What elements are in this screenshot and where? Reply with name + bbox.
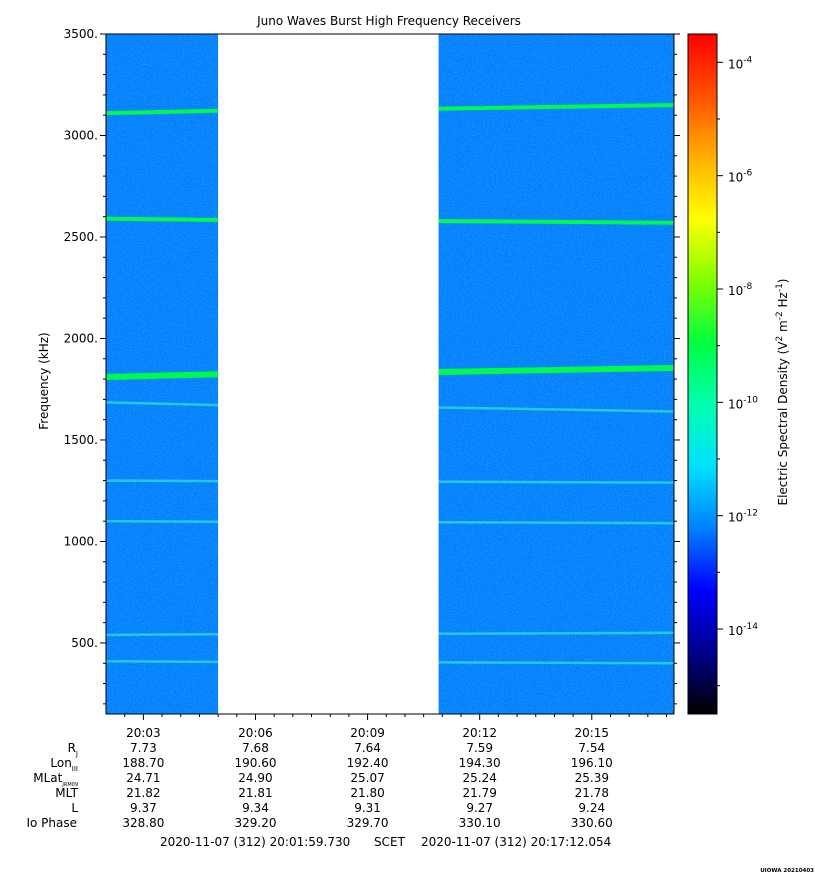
colorbar-label-exp1: 2 bbox=[775, 336, 785, 342]
chart-title: Juno Waves Burst High Frequency Receiver… bbox=[256, 14, 521, 28]
ephemeris-value: 7.68 bbox=[242, 741, 269, 755]
ephemeris-value: 188.70 bbox=[122, 756, 164, 770]
spectral-line bbox=[105, 632, 219, 637]
spectral-line bbox=[438, 406, 675, 413]
ephemeris-value: 21.81 bbox=[238, 786, 272, 800]
ephemeris-table: RJ 7.73 7.68 7.64 7.59 7.54 LonIII 188.70 190.60… bbox=[26, 741, 612, 830]
ephemeris-row: RJ 7.73 7.68 7.64 7.59 7.54 bbox=[68, 741, 606, 758]
colorbar-label: Electric Spectral Density (V2 m-2 Hz-1) bbox=[775, 278, 790, 505]
spectral-line bbox=[438, 521, 675, 525]
ephemeris-row: Io Phase 328.80 329.20 329.70 330.10 330.60 bbox=[26, 816, 612, 830]
ephemeris-value: 328.80 bbox=[122, 816, 164, 830]
spectral-line bbox=[105, 371, 219, 381]
ephemeris-row: MLatJRM09 24.71 24.90 25.07 25.24 25.39 bbox=[33, 771, 609, 788]
ephemeris-row-label: RJ bbox=[68, 741, 78, 758]
ephemeris-row: L 9.37 9.34 9.31 9.27 9.24 bbox=[71, 801, 605, 815]
ephemeris-value: 24.71 bbox=[126, 771, 160, 785]
data-block-right bbox=[438, 34, 675, 714]
colorbar-label-exp2: -2 bbox=[775, 311, 785, 320]
x-tick-label: 20:15 bbox=[574, 726, 609, 740]
time-range-end: 2020-11-07 (312) 20:17:12.054 bbox=[421, 835, 611, 849]
spectral-line bbox=[105, 479, 219, 483]
data-block-left bbox=[105, 34, 219, 714]
ephemeris-value: 9.34 bbox=[242, 801, 269, 815]
ephemeris-row-label: MLatJRM09 bbox=[33, 771, 78, 788]
ephemeris-value: 25.24 bbox=[463, 771, 497, 785]
ephemeris-value: 190.60 bbox=[234, 756, 276, 770]
ephemeris-value: 9.37 bbox=[130, 801, 157, 815]
ephemeris-row: MLT 21.82 21.81 21.80 21.79 21.78 bbox=[55, 786, 609, 800]
x-tick-label: 20:03 bbox=[126, 726, 161, 740]
spectral-line bbox=[438, 364, 675, 376]
colorbar-label-mid2: Hz bbox=[776, 292, 790, 311]
colorbar-label-exp3: -1 bbox=[775, 283, 785, 292]
plot-axes: 500. 1000. 1500. 2000. 2500. 3000. 3500. 20:03 2… bbox=[64, 27, 680, 740]
spectral-line bbox=[438, 661, 675, 665]
y-tick-label: 500. bbox=[71, 636, 98, 650]
ephemeris-value: 7.73 bbox=[130, 741, 157, 755]
ephemeris-row-label: L bbox=[71, 801, 78, 815]
y-tick-label: 1000. bbox=[64, 534, 98, 548]
colorbar: 10-4 10-6 10-8 10-10 10-12 10-14 bbox=[687, 33, 758, 715]
ephemeris-value: 9.31 bbox=[354, 801, 381, 815]
y-tick-label: 1500. bbox=[64, 433, 98, 447]
colorbar-tick-label: 10-14 bbox=[728, 622, 758, 638]
ephemeris-row-label: Io Phase bbox=[26, 816, 77, 830]
ephemeris-value: 9.24 bbox=[578, 801, 605, 815]
ephemeris-value: 25.39 bbox=[575, 771, 609, 785]
spectral-line bbox=[105, 401, 219, 407]
ephemeris-value: 194.30 bbox=[459, 756, 501, 770]
footer-tag: UIOWA 20210403 bbox=[760, 868, 814, 874]
ephemeris-value: 9.27 bbox=[466, 801, 493, 815]
colorbar-tick-label: 10-6 bbox=[728, 169, 753, 185]
time-range-label: SCET bbox=[374, 835, 406, 849]
ephemeris-row: LonIII 188.70 190.60 192.40 194.30 196.10 bbox=[50, 756, 612, 773]
colorbar-label-base: Electric Spectral Density (V bbox=[776, 341, 790, 506]
ephemeris-value: 21.80 bbox=[350, 786, 384, 800]
colorbar-label-mid: m bbox=[776, 320, 790, 336]
colorbar-label-end: ) bbox=[776, 278, 790, 283]
ephemeris-value: 21.82 bbox=[126, 786, 160, 800]
ephemeris-value: 7.64 bbox=[354, 741, 381, 755]
x-tick-label: 20:12 bbox=[462, 726, 497, 740]
colorbar-gradient bbox=[687, 33, 718, 715]
spectral-line bbox=[438, 218, 675, 225]
spectral-line bbox=[438, 103, 675, 111]
ephemeris-value: 330.10 bbox=[459, 816, 501, 830]
colorbar-tick-label: 10-4 bbox=[728, 55, 753, 71]
ephemeris-value: 329.70 bbox=[347, 816, 389, 830]
y-tick-label: 3000. bbox=[64, 128, 98, 142]
y-axis-label: Frequency (kHz) bbox=[37, 332, 51, 429]
ephemeris-value: 21.78 bbox=[575, 786, 609, 800]
y-tick-label: 2000. bbox=[64, 331, 98, 345]
spectral-line bbox=[105, 108, 219, 116]
ephemeris-value: 7.54 bbox=[578, 741, 605, 755]
ephemeris-value: 24.90 bbox=[238, 771, 272, 785]
colorbar-tick-label: 10-10 bbox=[728, 395, 758, 411]
spectrogram-plot bbox=[105, 34, 675, 714]
colorbar-tick-label: 10-12 bbox=[728, 509, 758, 525]
spectral-line bbox=[438, 631, 675, 635]
ephemeris-value: 329.20 bbox=[234, 816, 276, 830]
x-tick-label: 20:06 bbox=[238, 726, 273, 740]
ephemeris-value: 196.10 bbox=[571, 756, 613, 770]
y-tick-label: 2500. bbox=[64, 230, 98, 244]
ephemeris-row-label: MLT bbox=[55, 786, 78, 800]
spectral-line bbox=[438, 480, 675, 484]
ephemeris-value: 21.79 bbox=[463, 786, 497, 800]
spectral-line bbox=[105, 519, 219, 524]
colorbar-tick-label: 10-8 bbox=[728, 282, 753, 298]
x-tick-label: 20:09 bbox=[350, 726, 385, 740]
y-tick-label: 3500. bbox=[64, 27, 98, 41]
ephemeris-row-label: LonIII bbox=[50, 756, 78, 773]
ephemeris-value: 330.60 bbox=[571, 816, 613, 830]
ephemeris-value: 7.59 bbox=[466, 741, 493, 755]
spectral-line bbox=[105, 659, 219, 664]
spectral-line bbox=[105, 216, 219, 222]
time-range-start: 2020-11-07 (312) 20:01:59.730 bbox=[160, 835, 350, 849]
ephemeris-value: 192.40 bbox=[347, 756, 389, 770]
ephemeris-value: 25.07 bbox=[350, 771, 384, 785]
